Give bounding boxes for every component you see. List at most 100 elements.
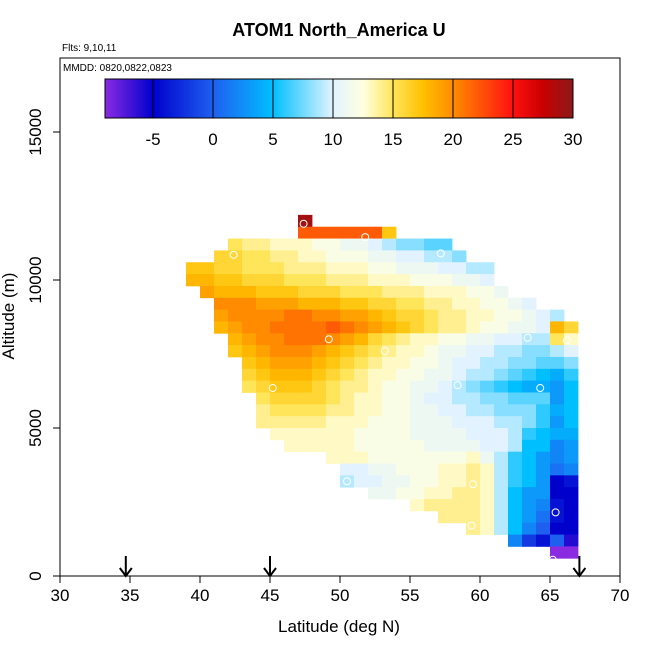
heatmap-cell [382,451,397,464]
heatmap-cell [536,392,551,405]
heatmap-cell [340,250,355,263]
heatmap-cell [242,238,257,251]
heatmap-cell [284,274,299,287]
x-tick-label: 30 [51,586,70,605]
heatmap-cell [480,321,495,334]
heatmap-cell [522,333,537,346]
heatmap-cell [564,321,579,334]
heatmap-cell [550,356,565,370]
heatmap-cell [396,368,411,382]
heatmap-cell [410,321,425,334]
heatmap-cell [256,238,271,251]
heatmap-cell [228,262,243,275]
colorbar-gradient [105,79,573,118]
heatmap-cell [466,262,481,275]
heatmap-cell [508,510,523,524]
heatmap-cell [438,297,453,310]
heatmap-cell [256,345,271,358]
heatmap-cell [214,309,229,322]
y-axis: 0 5000 10000 15000 [26,108,60,581]
heatmap-cell [564,356,579,370]
heatmap-cell [256,392,271,405]
heatmap-cell [228,238,243,251]
heatmap-cell [466,345,481,358]
heatmap-cell [396,262,411,275]
heatmap-cell [368,345,383,358]
heatmap-cell [536,487,551,500]
heatmap-cell [522,404,537,417]
heatmap-cell [326,250,341,263]
heatmap-cell [312,439,327,453]
heatmap-cell [424,404,439,417]
heatmap-cell [452,274,467,287]
heatmap-cell [382,404,397,417]
heatmap-cell [480,356,495,370]
heatmap-cell [494,522,509,535]
heatmap-cell [270,368,285,382]
heatmap-cell [452,356,467,370]
heatmap-cell [438,250,453,263]
colorbar-tick-label: 5 [268,130,277,149]
heatmap-cell [256,380,271,393]
heatmap-cell [382,333,397,346]
heatmap-cell [340,345,355,358]
heatmap-cell [522,392,537,405]
heatmap-cell [466,404,481,417]
heatmap-cell [354,285,369,299]
heatmap-cell [522,522,537,535]
heatmap-cell [326,356,341,370]
heatmap-cell [186,262,201,275]
heatmap-cell [522,380,537,393]
heatmap-cell [522,309,537,322]
heatmap-cell [298,285,313,299]
heatmap-cell [242,309,257,322]
heatmap-cell [508,297,523,310]
heatmap-cell [284,321,299,334]
y-tick-label: 0 [26,571,45,580]
heatmap-cell [466,274,481,287]
heatmap-cell [242,333,257,346]
heatmap-cell [410,451,425,464]
heatmap-cells [186,214,579,559]
heatmap-cell [312,250,327,263]
heatmap-cell [438,238,453,251]
heatmap-cell [550,321,565,334]
heatmap-cell [368,321,383,334]
heatmap-cell [270,404,285,417]
heatmap-cell [326,238,341,251]
heatmap-cell [494,463,509,476]
heatmap-cell [284,297,299,310]
heatmap-cell [494,321,509,334]
sample-circle [548,555,557,564]
heatmap-cell [256,274,271,287]
heatmap-cell [270,274,285,287]
heatmap-cell [494,356,509,370]
heatmap-cell [410,428,425,441]
heatmap-cell [508,404,523,417]
heatmap-cell [452,439,467,453]
heatmap-cell [536,333,551,346]
heatmap-cell [564,499,579,512]
heatmap-cell [396,416,411,429]
heatmap-cell [522,297,537,310]
heatmap-cell [564,451,579,464]
heatmap-cell [536,475,551,488]
heatmap-cell [494,392,509,405]
heatmap-cell [438,345,453,358]
heatmap-cell [438,475,453,488]
heatmap-cell [382,250,397,263]
heatmap-cell [396,439,411,453]
heatmap-cell [214,297,229,310]
heatmap-cell [508,487,523,500]
heatmap-cell [242,368,257,382]
heatmap-cell [424,238,439,251]
heatmap-cell [452,428,467,441]
sample-circle [361,233,370,242]
heatmap-cell [424,345,439,358]
heatmap-cell [326,333,341,346]
heatmap-cell [480,309,495,322]
heatmap-cell [312,416,327,429]
heatmap-cell [396,333,411,346]
heatmap-cell [340,380,355,393]
